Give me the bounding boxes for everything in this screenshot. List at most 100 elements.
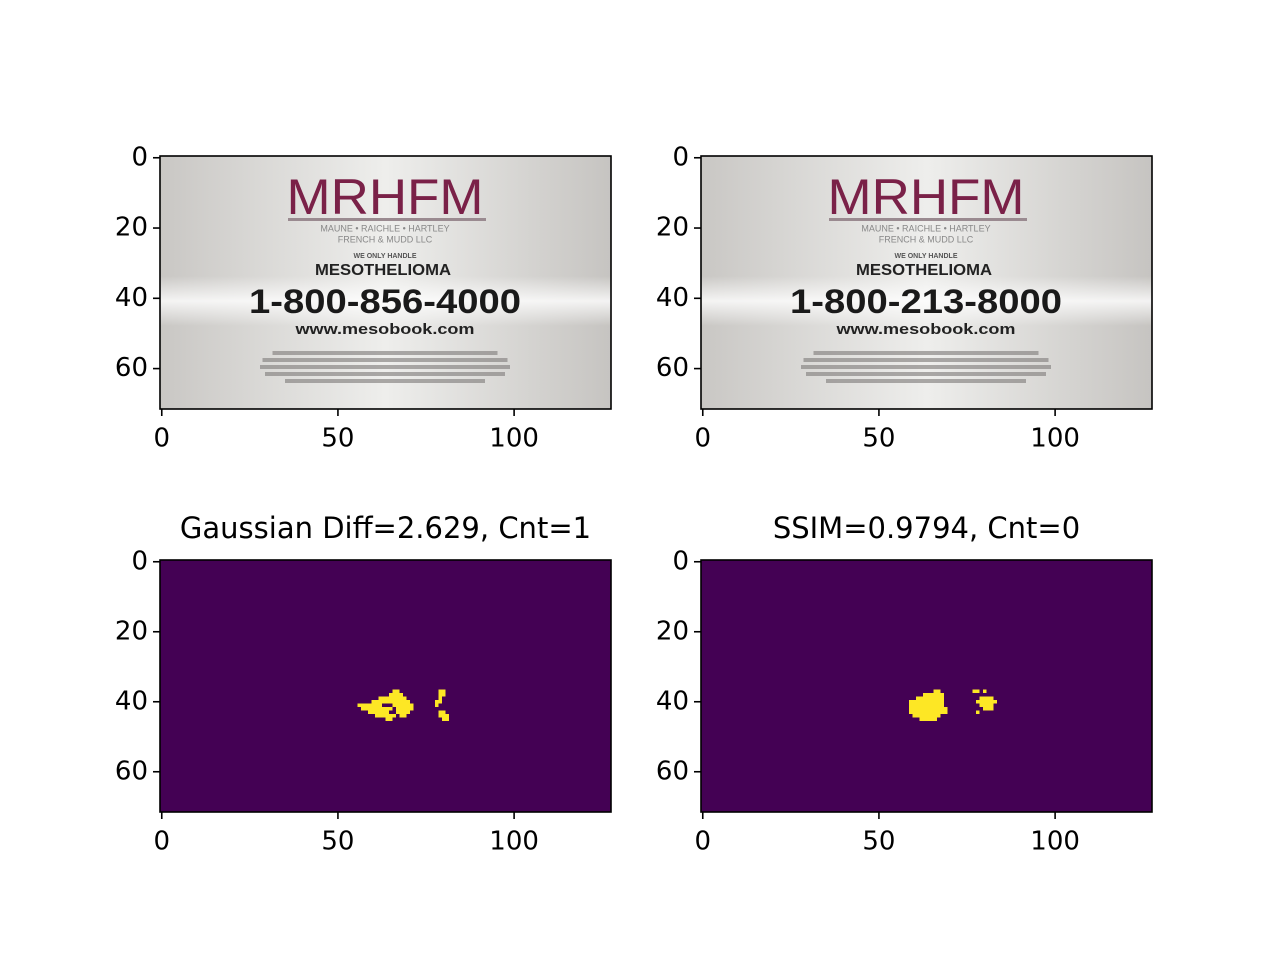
y-tick-label: 60 — [656, 756, 689, 786]
fine-print — [272, 351, 498, 355]
image-subject: MESOTHELIOMA — [856, 262, 992, 279]
fine-print — [806, 372, 1046, 376]
x-tick-label: 100 — [1030, 827, 1080, 857]
mask-pixels — [438, 710, 446, 714]
logo-rule — [288, 218, 486, 221]
image-phone: 1-800-856-4000 — [249, 283, 521, 321]
axes-frame — [700, 155, 1153, 410]
fine-print — [262, 358, 508, 362]
mask-pixels — [378, 696, 386, 700]
y-tick-label: 0 — [131, 142, 148, 172]
image-glare — [160, 276, 611, 326]
y-tick-label: 60 — [115, 756, 148, 786]
mask-pixels — [438, 693, 446, 697]
x-tick-label: 100 — [489, 827, 539, 857]
y-tick-label: 40 — [115, 283, 148, 313]
mask-pixels — [374, 714, 397, 718]
mask-pixels — [975, 710, 980, 714]
mask-pixels — [915, 696, 945, 700]
x-tick-label: 50 — [862, 424, 895, 454]
mask-pixels — [982, 707, 994, 711]
axes-frame — [159, 155, 612, 410]
mask-pixels — [385, 696, 407, 700]
fine-print — [260, 365, 510, 369]
y-tick-label: 20 — [115, 213, 148, 243]
mask-pixels — [357, 703, 382, 707]
mask-pixels — [982, 689, 987, 693]
mask-pixels — [438, 714, 449, 718]
x-tick-label: 50 — [862, 827, 895, 857]
mask-pixels — [933, 689, 941, 693]
fine-print — [803, 358, 1049, 362]
mask-pixels — [975, 700, 997, 704]
subplot-title: Gaussian Diff=2.629, Cnt=1 — [180, 511, 591, 545]
mask-pixels — [922, 693, 945, 697]
image-logo: MRHFM — [828, 169, 1025, 225]
x-tick-label: 0 — [153, 827, 170, 857]
mask-pixels — [389, 693, 404, 697]
x-tick-label: 0 — [153, 424, 170, 454]
x-tick-label: 0 — [694, 424, 711, 454]
image-tag: WE ONLY HANDLE — [353, 253, 416, 260]
y-tick-label: 40 — [115, 686, 148, 716]
mask-pixels — [392, 703, 414, 707]
axes-frame — [700, 559, 1153, 813]
image-firm: MAUNE • RAICHLE • HARTLEY — [320, 223, 449, 233]
y-tick-label: 40 — [656, 686, 689, 716]
subplot-title: SSIM=0.9794, Cnt=0 — [773, 511, 1080, 545]
mask-pixels — [434, 703, 439, 707]
y-tick-label: 20 — [656, 616, 689, 646]
fine-print — [265, 372, 505, 376]
image-firm: FRENCH & MUDD LLC — [338, 234, 433, 244]
y-tick-label: 60 — [115, 353, 148, 383]
mask-pixels — [908, 703, 945, 707]
image-subject: MESOTHELIOMA — [315, 262, 451, 279]
image-phone: 1-800-213-8000 — [790, 283, 1062, 321]
fine-print — [285, 379, 485, 383]
mask-pixels — [908, 707, 948, 711]
mask-pixels — [360, 707, 393, 711]
y-tick-label: 0 — [131, 546, 148, 576]
mask-pixels — [385, 717, 393, 721]
x-tick-label: 50 — [321, 827, 354, 857]
mask-pixels — [399, 714, 407, 718]
image-glare — [701, 276, 1152, 326]
x-tick-label: 0 — [694, 827, 711, 857]
mask-pixels — [371, 700, 386, 704]
y-tick-label: 40 — [656, 283, 689, 313]
mask-pixels — [396, 707, 414, 711]
mask-pixels — [396, 710, 411, 714]
y-tick-label: 20 — [656, 213, 689, 243]
fine-print — [801, 365, 1051, 369]
mask-pixels — [392, 689, 400, 693]
image-tag: WE ONLY HANDLE — [894, 253, 957, 260]
x-tick-label: 100 — [489, 424, 539, 454]
x-tick-label: 100 — [1030, 424, 1080, 454]
image-url: www.mesobook.com — [835, 321, 1015, 338]
y-tick-label: 60 — [656, 353, 689, 383]
mask-pixels — [979, 696, 994, 700]
mask-pixels — [434, 700, 442, 704]
y-tick-label: 0 — [672, 546, 689, 576]
fine-print — [826, 379, 1026, 383]
mask-pixels — [396, 700, 411, 704]
mask-pixels — [972, 689, 980, 693]
mask-pixels — [367, 710, 390, 714]
mask-background — [701, 560, 1152, 812]
y-tick-label: 20 — [115, 616, 148, 646]
fine-print — [813, 351, 1039, 355]
x-tick-label: 50 — [321, 424, 354, 454]
image-logo: MRHFM — [287, 169, 484, 225]
image-firm: FRENCH & MUDD LLC — [879, 234, 974, 244]
mask-pixels — [908, 710, 948, 714]
mask-pixels — [908, 700, 945, 704]
mask-pixels — [438, 696, 442, 700]
mask-pixels — [912, 714, 941, 718]
mask-pixels — [438, 689, 446, 693]
y-tick-label: 0 — [672, 142, 689, 172]
mask-background — [160, 560, 611, 812]
mask-pixels — [385, 700, 397, 704]
image-url: www.mesobook.com — [294, 321, 474, 338]
logo-rule — [829, 218, 1027, 221]
